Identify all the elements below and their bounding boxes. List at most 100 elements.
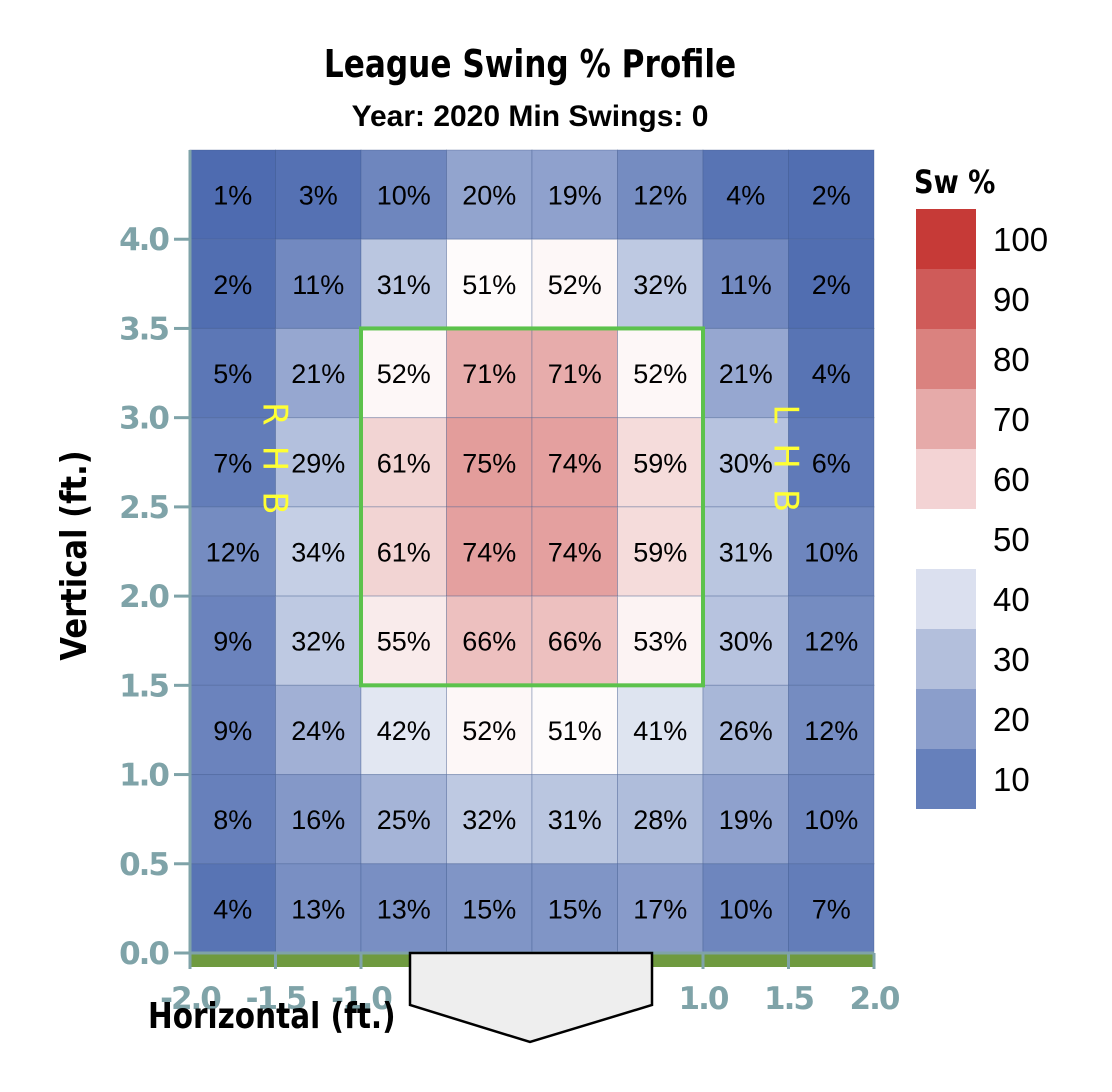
- cell-value-label: 7%: [812, 894, 851, 924]
- heat-cell: [360, 684, 447, 776]
- cell-value-label: 5%: [213, 359, 252, 389]
- lhb-label: LHB: [766, 404, 806, 532]
- x-tick-label: -2.0: [160, 981, 221, 1017]
- heat-cell: [702, 863, 789, 954]
- cell-value-label: 30%: [719, 627, 773, 657]
- heat-cell: [446, 238, 533, 329]
- cell-value-label: 15%: [462, 894, 516, 924]
- y-tick-label: 3.0: [119, 401, 169, 437]
- cell-value-label: 30%: [719, 448, 773, 478]
- cell-value-label: 25%: [377, 805, 431, 835]
- rhb-label: RHB: [255, 402, 295, 535]
- heat-cell: [617, 506, 704, 597]
- cell-value-label: 28%: [633, 805, 687, 835]
- cell-value-label: 16%: [291, 805, 345, 835]
- heat-cell: [189, 774, 276, 865]
- legend-label: 90: [993, 281, 1030, 318]
- heat-cell: [788, 863, 875, 954]
- heat-cell: [189, 595, 276, 686]
- cell-value-label: 4%: [213, 894, 252, 924]
- heat-cell: [275, 238, 362, 329]
- cell-value-label: 31%: [377, 270, 431, 300]
- cell-value-label: 12%: [206, 538, 260, 568]
- cell-value-label: 29%: [291, 448, 345, 478]
- legend-label: 60: [993, 461, 1030, 498]
- heat-cell: [275, 595, 362, 686]
- cell-value-label: 12%: [804, 716, 858, 746]
- cell-value-label: 59%: [633, 448, 687, 478]
- cell-value-label: 20%: [462, 181, 516, 211]
- heat-cell: [360, 417, 447, 508]
- cell-value-label: 74%: [548, 538, 602, 568]
- heat-cell: [189, 684, 276, 776]
- legend-swatch: [916, 329, 976, 389]
- heat-cell: [189, 417, 276, 508]
- heat-cell: [531, 774, 618, 865]
- cell-value-label: 32%: [633, 270, 687, 300]
- heat-cell: [275, 863, 362, 954]
- cell-value-label: 66%: [548, 627, 602, 657]
- heat-cell: [788, 506, 875, 597]
- heat-cell: [617, 417, 704, 508]
- legend-label: 30: [993, 641, 1030, 678]
- heat-cell: [275, 774, 362, 865]
- x-tick-label: -1.0: [331, 981, 392, 1017]
- cell-value-label: 24%: [291, 716, 345, 746]
- x-tick-label: 2.0: [850, 981, 900, 1017]
- y-tick-label: 0.0: [119, 936, 169, 972]
- heat-cell: [275, 327, 362, 419]
- heat-cell: [702, 595, 789, 686]
- cell-value-label: 13%: [291, 894, 345, 924]
- heat-cell: [360, 238, 447, 329]
- heat-cell: [702, 149, 789, 240]
- cell-value-label: 2%: [213, 270, 252, 300]
- heat-cell: [617, 149, 704, 240]
- heat-cell: [788, 327, 875, 419]
- heat-cell: [702, 774, 789, 865]
- cell-value-label: 55%: [377, 627, 431, 657]
- cell-value-label: 10%: [377, 181, 431, 211]
- y-tick-label: 2.0: [119, 579, 169, 615]
- cell-value-label: 10%: [719, 894, 773, 924]
- cell-value-label: 34%: [291, 538, 345, 568]
- cell-value-label: 21%: [719, 359, 773, 389]
- cell-value-label: 12%: [633, 181, 687, 211]
- cell-value-label: 12%: [804, 627, 858, 657]
- heat-cell: [531, 327, 618, 419]
- cell-value-label: 52%: [462, 716, 516, 746]
- y-tick-label: 1.5: [119, 668, 168, 704]
- heat-cell: [617, 684, 704, 776]
- legend-swatch: [916, 749, 976, 809]
- legend-label: 40: [993, 581, 1030, 618]
- cell-value-label: 75%: [462, 448, 516, 478]
- y-tick-label: 3.5: [119, 311, 168, 347]
- chart-subtitle: Year: 2020 Min Swings: 0: [351, 100, 709, 133]
- cell-value-label: 19%: [719, 805, 773, 835]
- cell-value-label: 15%: [548, 894, 602, 924]
- heat-cell: [189, 327, 276, 419]
- legend-label: 50: [993, 521, 1030, 558]
- heat-cell: [446, 417, 533, 508]
- cell-value-label: 61%: [377, 448, 431, 478]
- legend-swatch: [916, 509, 976, 569]
- y-axis-label: Vertical (ft.): [53, 450, 95, 660]
- heat-cell: [446, 684, 533, 776]
- x-axis-label: Horizontal (ft.): [148, 994, 396, 1037]
- cell-value-label: 52%: [633, 359, 687, 389]
- cell-value-label: 51%: [462, 270, 516, 300]
- heat-cell: [531, 238, 618, 329]
- legend-label: 70: [993, 401, 1030, 438]
- heat-cell: [788, 774, 875, 865]
- cell-value-label: 26%: [719, 716, 773, 746]
- cell-value-label: 52%: [377, 359, 431, 389]
- cell-value-label: 7%: [213, 448, 252, 478]
- cell-value-label: 4%: [812, 359, 851, 389]
- cell-value-label: 53%: [633, 627, 687, 657]
- heat-cell: [788, 684, 875, 776]
- cell-value-label: 6%: [812, 448, 851, 478]
- heat-cell: [617, 238, 704, 329]
- legend-label: 20: [993, 701, 1030, 738]
- cell-value-label: 59%: [633, 538, 687, 568]
- home-plate: [408, 951, 654, 1044]
- heat-cell: [531, 684, 618, 776]
